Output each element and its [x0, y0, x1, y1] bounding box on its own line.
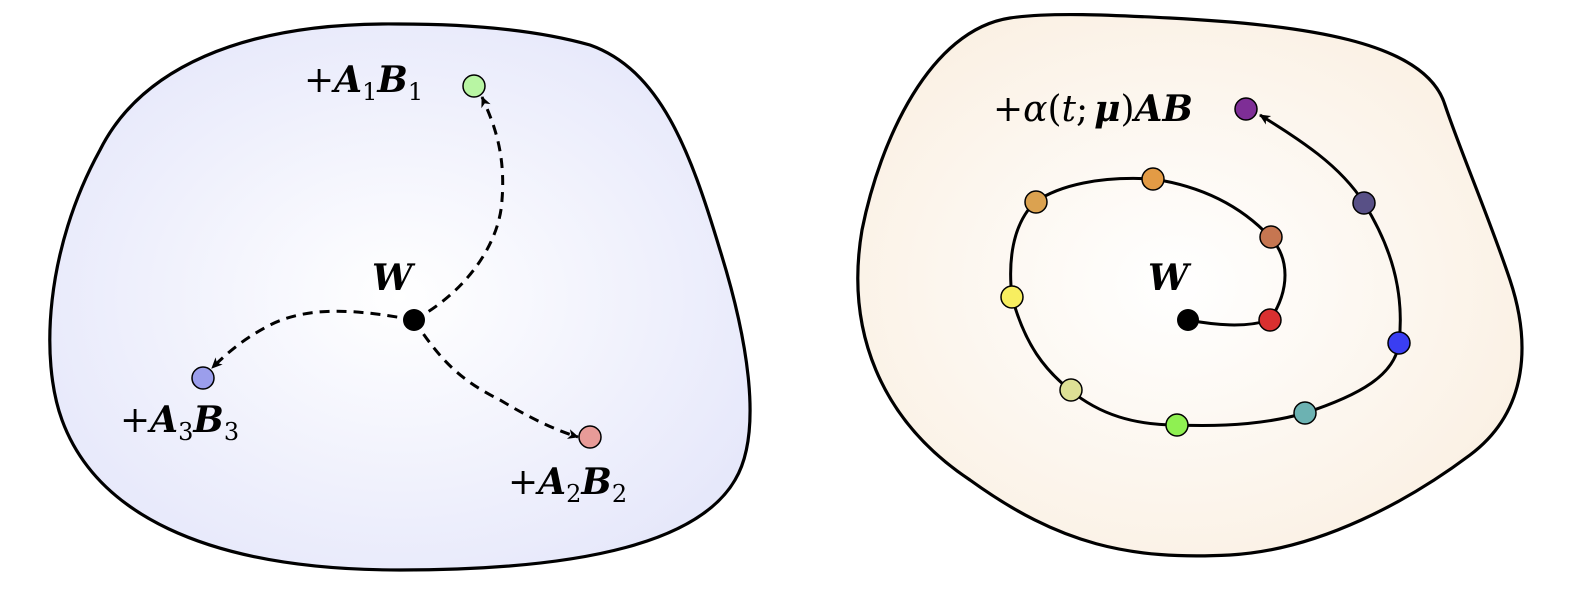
w-label-right: W: [1148, 257, 1192, 299]
trajectory-point: [1258, 308, 1282, 332]
a3b3-point: [191, 366, 215, 390]
alpha-ab-label: +α(t; μ)AB: [993, 88, 1193, 130]
left-panel: W +A1B1 +A2B2 +A3B3: [48, 22, 752, 572]
path-to-a1b1: [413, 96, 505, 322]
a1b1-point: [462, 74, 486, 98]
a1b1-label: +A1B1: [304, 59, 423, 106]
trajectory-point: [1165, 413, 1189, 437]
trajectory-point: [1141, 167, 1165, 191]
trajectory-points: [1000, 97, 1411, 437]
w-label-left: W: [372, 257, 416, 299]
trajectory-point: [1259, 225, 1283, 249]
trajectory-point: [1234, 97, 1258, 121]
right-blob: [856, 12, 1524, 558]
trajectory-point: [1387, 331, 1411, 355]
a2b2-point: [578, 425, 602, 449]
trajectory-point: [1293, 401, 1317, 425]
trajectory-point: [1024, 190, 1048, 214]
path-to-a3b3: [210, 309, 415, 370]
trajectory-point: [1059, 378, 1083, 402]
a3b3-label: +A3B3: [120, 399, 239, 446]
a2b2-label: +A2B2: [508, 461, 627, 508]
trajectory-point: [1000, 285, 1024, 309]
trajectory-point: [1352, 191, 1376, 215]
w-point: [403, 309, 425, 331]
right-panel: W +α(t; μ)AB: [856, 12, 1524, 558]
w-point-right: [1177, 309, 1199, 331]
path-to-a2b2: [412, 319, 579, 439]
